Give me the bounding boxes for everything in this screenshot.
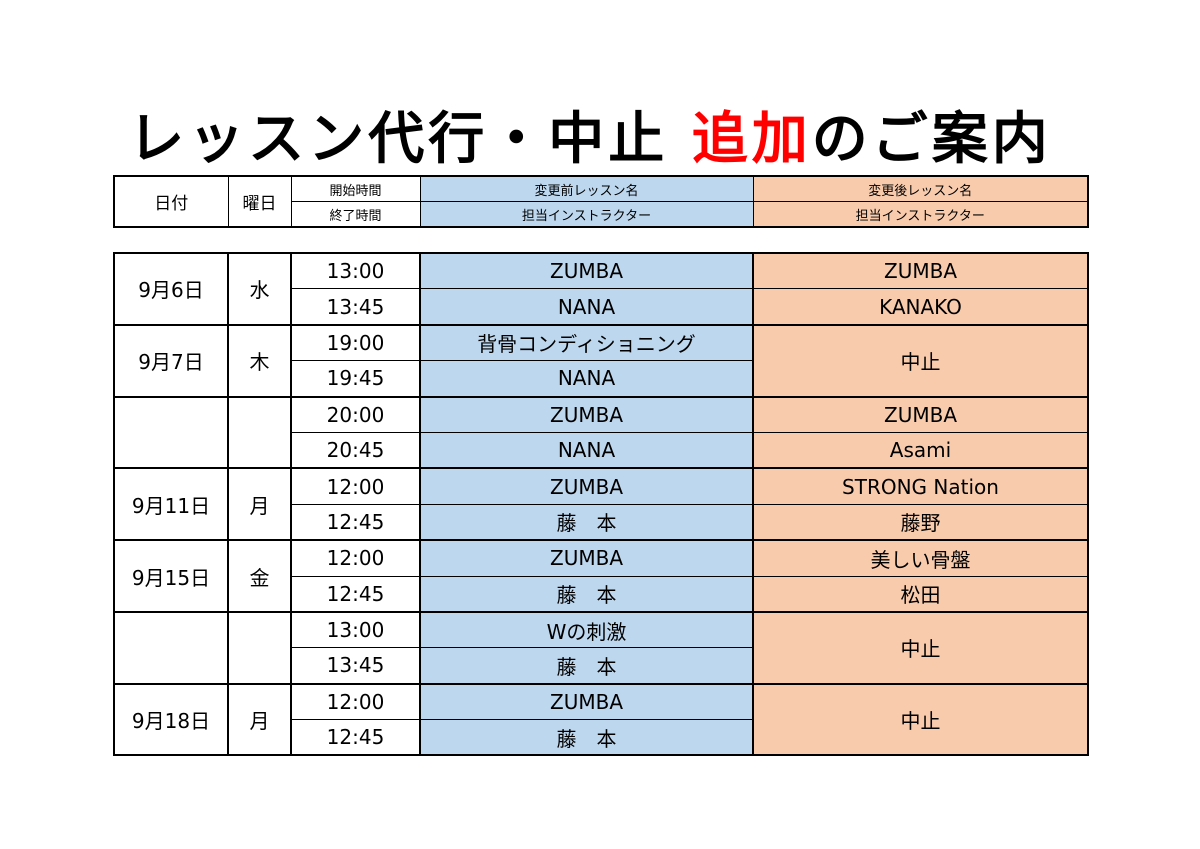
start-time-cell: 13:00 (290, 610, 421, 649)
header-after-instructor: 担当インストラクター (752, 201, 1089, 228)
before-lesson-cell: ZUMBA (419, 395, 754, 433)
before-lesson-cell: Wの刺激 (419, 610, 754, 649)
table-row: 9月7日木 19:00 背骨コンディショニング 中止 (113, 323, 1089, 398)
table-row: 9月18日月 12:00 ZUMBA 中止 (113, 682, 1089, 756)
before-lesson-cell: ZUMBA (419, 467, 754, 505)
header-before-instructor: 担当インストラクター (419, 201, 754, 228)
end-time-cell: 13:45 (290, 288, 421, 326)
after-lesson-cell: 美しい骨盤 (752, 539, 1089, 577)
header-start-time: 開始時間 (290, 175, 421, 202)
start-time-cell: 19:00 (290, 323, 421, 362)
day-cell (227, 395, 292, 469)
day-cell: 金 (227, 539, 292, 613)
before-instructor-cell: NANA (419, 360, 754, 398)
page-title: レッスン代行・中止 追加のご案内 (0, 104, 1180, 176)
date-cell: 9月11日 (113, 467, 229, 541)
start-time-cell: 13:00 (290, 252, 421, 290)
start-time-cell: 12:00 (290, 682, 421, 721)
title-text: レッスン代行・中止 (128, 107, 692, 172)
start-time-cell: 12:00 (290, 467, 421, 505)
after-lesson-cell: ZUMBA (752, 252, 1089, 290)
after-lesson-cell: STRONG Nation (752, 467, 1089, 505)
day-cell: 月 (227, 682, 292, 756)
start-time-cell: 12:00 (290, 539, 421, 577)
after-instructor-cell: Asami (752, 431, 1089, 469)
day-cell: 木 (227, 323, 292, 398)
start-time-cell: 20:00 (290, 395, 421, 433)
title-text-end: のご案内 (811, 107, 1052, 172)
day-cell (227, 610, 292, 685)
after-instructor-cell: 藤野 (752, 503, 1089, 541)
schedule-table: 9月6日水 13:00 ZUMBA ZUMBA 13:45 NANA KANAKO 9月7日木… (113, 252, 1089, 757)
before-instructor-cell: 藤 本 (419, 503, 754, 541)
title-highlight: 追加 (691, 107, 812, 172)
after-status-cell: 中止 (752, 323, 1089, 398)
table-row: 20:00 ZUMBA ZUMBA (113, 395, 1089, 469)
end-time-cell: 12:45 (290, 575, 421, 613)
day-cell: 水 (227, 252, 292, 326)
end-time-cell: 19:45 (290, 360, 421, 398)
table-row: 9月15日金 12:00 ZUMBA 美しい骨盤 (113, 539, 1089, 613)
before-lesson-cell: ZUMBA (419, 539, 754, 577)
end-time-cell: 12:45 (290, 719, 421, 756)
after-instructor-cell: KANAKO (752, 288, 1089, 326)
header-day: 曜日 (227, 175, 292, 228)
header-after-lesson: 変更後レッスン名 (752, 175, 1089, 202)
date-cell: 9月7日 (113, 323, 229, 398)
table-row: 12:45 藤 本 (114, 719, 1088, 756)
before-lesson-cell: 背骨コンディショニング (419, 323, 754, 362)
after-instructor-cell: 松田 (752, 575, 1089, 613)
table-row: 20:45 NANA Asami (114, 431, 1089, 469)
header-date: 日付 (113, 175, 229, 228)
date-cell (113, 610, 229, 685)
date-cell: 9月15日 (113, 539, 229, 613)
before-instructor-cell: 藤 本 (419, 647, 754, 685)
header-table: 日付 曜日 開始時間 変更前レッスン名 変更後レッスン名 終了時間 担当インスト… (113, 175, 1089, 228)
before-lesson-cell: ZUMBA (419, 252, 754, 290)
before-instructor-cell: 藤 本 (419, 575, 754, 613)
before-instructor-cell: NANA (419, 431, 754, 469)
date-cell: 9月6日 (113, 252, 229, 326)
date-cell: 9月18日 (113, 682, 229, 756)
header-before-lesson: 変更前レッスン名 (419, 175, 754, 202)
before-lesson-cell: ZUMBA (419, 682, 754, 721)
day-cell: 月 (227, 467, 292, 541)
table-row: 9月6日水 13:00 ZUMBA ZUMBA (113, 252, 1089, 326)
table-row: 13:00 Wの刺激 中止 (113, 610, 1089, 685)
after-lesson-cell: ZUMBA (752, 395, 1089, 433)
end-time-cell: 12:45 (290, 503, 421, 541)
table-row: 9月11日月 12:00 ZUMBA STRONG Nation (113, 467, 1089, 541)
table-row: 19:45 NANA (114, 360, 1088, 398)
before-instructor-cell: NANA (419, 288, 754, 326)
after-status-cell: 中止 (752, 610, 1089, 685)
end-time-cell: 13:45 (290, 647, 421, 685)
after-status-cell: 中止 (752, 682, 1089, 756)
date-cell (113, 395, 229, 469)
before-instructor-cell: 藤 本 (419, 719, 754, 756)
end-time-cell: 20:45 (290, 431, 421, 469)
header-end-time: 終了時間 (290, 201, 421, 228)
